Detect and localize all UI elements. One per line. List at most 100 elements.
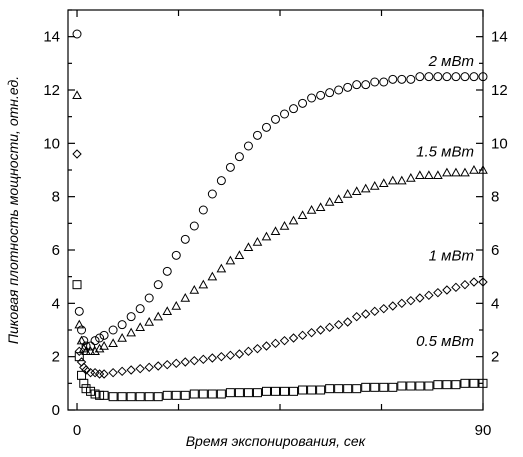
series-label: 1.5 мВт: [416, 144, 474, 161]
data-marks: [72, 29, 488, 402]
point-triangle-35: [342, 188, 353, 198]
point-circle-49: [469, 72, 479, 82]
point-triangle-28: [279, 220, 290, 230]
point-square-5: [86, 386, 96, 396]
point-square-21: [216, 389, 226, 399]
point-square-12: [135, 392, 145, 402]
point-diamond-29: [288, 333, 299, 343]
point-square-15: [162, 390, 172, 400]
x-tick-label: 90: [475, 422, 492, 439]
point-square-49: [469, 378, 479, 388]
point-circle-39: [379, 77, 389, 87]
point-diamond-14: [153, 361, 163, 371]
point-square-47: [451, 380, 461, 390]
point-square-30: [298, 385, 308, 395]
point-triangle-0: [72, 90, 82, 100]
point-triangle-14: [153, 311, 164, 321]
y-tick-label-right: 12: [491, 82, 508, 99]
point-square-7: [95, 390, 105, 400]
point-triangle-50: [478, 164, 488, 174]
point-circle-16: [171, 250, 181, 260]
point-square-37: [361, 382, 371, 392]
point-square-24: [243, 388, 253, 398]
point-diamond-36: [351, 311, 362, 322]
point-triangle-32: [315, 202, 326, 212]
y-tick-label-right: 10: [491, 135, 508, 152]
point-circle-47: [451, 72, 461, 82]
point-circle-37: [361, 80, 371, 90]
point-triangle-25: [252, 236, 263, 246]
point-triangle-15: [162, 306, 173, 316]
point-circle-14: [153, 280, 163, 290]
point-diamond-28: [279, 335, 290, 346]
point-circle-48: [460, 72, 470, 82]
point-triangle-39: [378, 178, 389, 188]
point-square-9: [108, 392, 118, 402]
point-diamond-18: [189, 355, 200, 366]
point-triangle-13: [144, 316, 155, 326]
point-square-8: [99, 390, 109, 400]
point-square-42: [406, 381, 416, 391]
point-circle-21: [216, 176, 226, 186]
point-circle-26: [261, 122, 271, 132]
point-diamond-1: [74, 346, 84, 357]
point-diamond-3: [79, 362, 89, 373]
point-triangle-30: [297, 210, 308, 220]
point-circle-0: [72, 29, 82, 39]
point-triangle-17: [180, 292, 191, 302]
point-circle-9: [108, 325, 118, 335]
point-triangle-34: [333, 194, 344, 204]
point-circle-23: [234, 152, 244, 162]
point-circle-4: [81, 341, 91, 351]
point-triangle-45: [433, 170, 443, 180]
point-circle-5: [86, 341, 96, 351]
series-label: 2 мВт: [428, 53, 474, 70]
point-diamond-40: [388, 301, 398, 311]
series-label: 0.5 мВт: [416, 333, 474, 350]
point-triangle-9: [108, 338, 118, 348]
y-tick-label-left: 2: [52, 349, 60, 366]
x-tick-label: 0: [73, 422, 81, 439]
point-diamond-4: [81, 365, 91, 375]
point-circle-35: [343, 82, 353, 92]
point-square-43: [415, 381, 425, 391]
point-diamond-41: [397, 298, 407, 309]
point-circle-34: [334, 85, 344, 95]
point-triangle-29: [288, 215, 299, 225]
point-diamond-45: [433, 287, 443, 298]
point-square-10: [117, 392, 127, 402]
point-circle-44: [424, 72, 434, 82]
point-triangle-10: [117, 332, 127, 342]
point-triangle-44: [424, 170, 434, 180]
point-circle-41: [397, 74, 407, 84]
y-tick-label-right: 6: [491, 242, 499, 259]
point-diamond-44: [424, 290, 434, 301]
point-circle-12: [135, 304, 145, 314]
point-circle-31: [307, 93, 317, 103]
point-triangle-11: [126, 327, 137, 337]
point-diamond-13: [144, 362, 154, 373]
point-circle-11: [126, 312, 136, 322]
point-square-39: [379, 382, 389, 392]
point-square-23: [234, 388, 244, 398]
point-circle-1: [74, 306, 84, 316]
point-diamond-24: [243, 346, 254, 357]
point-triangle-12: [135, 322, 146, 332]
point-circle-18: [189, 221, 199, 231]
plot-area-border: [67, 9, 484, 411]
point-circle-30: [298, 98, 308, 108]
point-diamond-48: [460, 279, 470, 290]
point-square-14: [153, 392, 163, 402]
point-circle-2: [77, 325, 87, 335]
point-triangle-33: [324, 196, 335, 206]
point-square-41: [397, 381, 407, 391]
point-diamond-11: [126, 365, 136, 375]
point-diamond-20: [207, 353, 218, 363]
point-diamond-46: [442, 285, 452, 295]
series-label: 1 мВт: [429, 248, 474, 265]
series-labels: 2 мВт 1.5 мВт 1 мВт 0.5 мВт: [416, 53, 474, 350]
point-diamond-21: [216, 351, 227, 362]
point-diamond-22: [225, 350, 236, 361]
y-tick-label-right: 4: [491, 295, 499, 312]
